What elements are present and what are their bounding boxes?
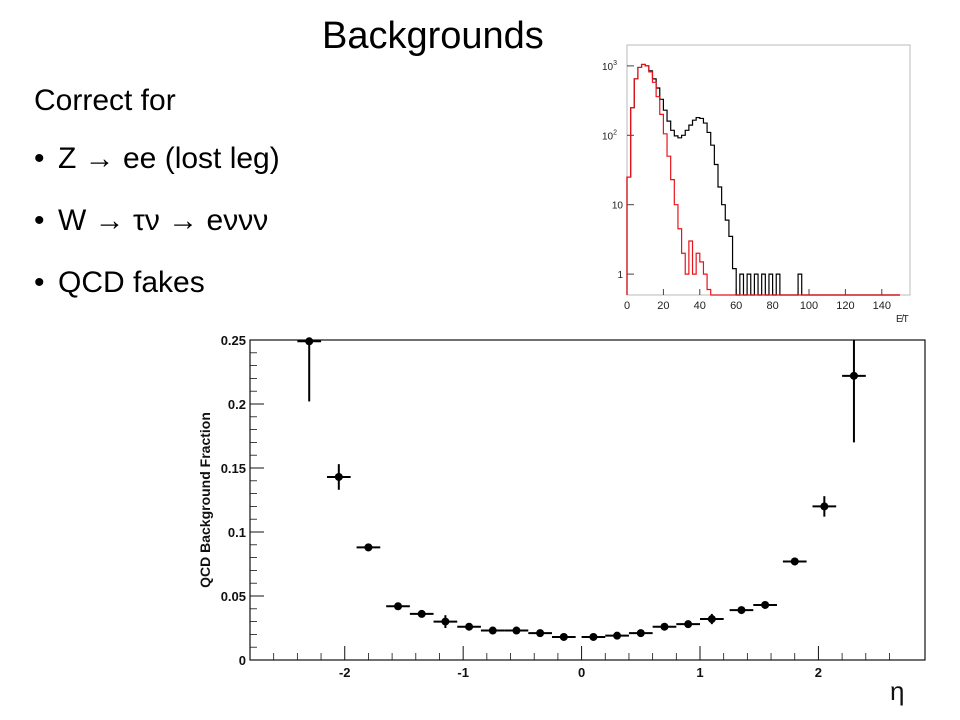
x-tick-label: 20	[657, 300, 669, 312]
data-point	[636, 629, 645, 638]
data-point	[790, 557, 799, 566]
bullet-text: QCD fakes	[58, 266, 205, 299]
slide-title: Backgrounds	[322, 15, 544, 57]
series-line-red	[626, 63, 900, 296]
bullet-text: Z → ee (lost leg)	[58, 142, 280, 175]
bullet-text: W → τν → eννν	[58, 204, 269, 237]
x-tick-label: 80	[766, 300, 778, 312]
y-tick-label: 0.2	[228, 397, 246, 412]
slide-subtitle: Correct for	[34, 84, 176, 117]
data-point	[559, 632, 568, 641]
x-tick-label: 1	[696, 665, 703, 680]
data-point	[305, 337, 314, 346]
x-axis-label: η	[890, 676, 904, 706]
bullet-item: • W → τν → eννν	[34, 202, 268, 240]
x-axis-label: E̸T	[896, 313, 909, 325]
y-tick-label: 0	[239, 653, 246, 668]
bullet-dot: •	[34, 204, 45, 237]
data-point	[417, 609, 426, 618]
data-point	[820, 502, 829, 511]
x-tick-label: -2	[339, 665, 351, 680]
y-tick-label: 103	[602, 60, 617, 73]
data-point	[684, 620, 693, 629]
bullet-item: • Z → ee (lost leg)	[34, 140, 280, 178]
x-tick-label: 60	[730, 300, 742, 312]
x-tick-label: 2	[815, 665, 822, 680]
y-axis-label: QCD Background Fraction	[197, 412, 213, 588]
data-point	[613, 631, 622, 640]
bullet-dot: •	[34, 266, 45, 299]
x-tick-label: 0	[624, 300, 630, 312]
data-point	[441, 617, 450, 626]
x-tick-label: 40	[694, 300, 706, 312]
y-tick-label: 102	[602, 129, 617, 142]
x-tick-label: 0	[578, 665, 585, 680]
data-point	[707, 615, 716, 624]
qcd-fraction-chart: 0 0.05 0.1 0.15 0.2 0.25 -2 -1 0 1 2 η QCD Backgroun…	[197, 333, 926, 706]
y-tick-label: 0.25	[221, 333, 246, 348]
x-tick-label: -1	[457, 665, 469, 680]
data-point	[737, 606, 746, 615]
data-point	[334, 472, 343, 481]
bullet-dot: •	[34, 142, 45, 175]
data-point	[512, 626, 521, 635]
y-tick-label: 10	[612, 201, 624, 212]
bullet-item: • QCD fakes	[34, 264, 205, 302]
met-histogram-chart: 0 20 40 60 80 100 120 140 1 10 102 103 E̸T	[602, 44, 911, 325]
data-point	[465, 622, 474, 631]
plot-frame	[249, 339, 926, 661]
data-point	[761, 600, 770, 609]
data-point	[660, 622, 669, 631]
data-point	[589, 632, 598, 641]
y-tick-label: 0.15	[221, 461, 246, 476]
data-point	[364, 543, 373, 552]
x-tick-label: 100	[800, 300, 818, 312]
data-point	[536, 629, 545, 638]
x-tick-label: 140	[873, 300, 891, 312]
data-point	[394, 602, 403, 611]
y-tick-label: 1	[617, 270, 623, 281]
data-point	[488, 626, 497, 635]
y-tick-label: 0.1	[228, 525, 246, 540]
data-point	[849, 371, 858, 380]
y-tick-label: 0.05	[221, 589, 246, 604]
plot-frame	[626, 44, 911, 296]
series-line-black	[626, 63, 900, 296]
x-tick-label: 120	[836, 300, 854, 312]
